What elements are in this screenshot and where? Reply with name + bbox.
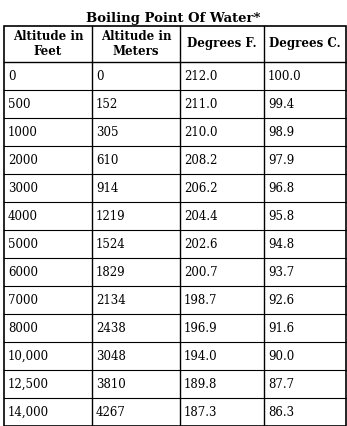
Text: 198.7: 198.7 xyxy=(184,294,218,306)
Text: 1829: 1829 xyxy=(96,265,126,279)
Text: 1524: 1524 xyxy=(96,238,126,250)
Text: 8000: 8000 xyxy=(8,322,38,334)
Text: Altitude in
Meters: Altitude in Meters xyxy=(101,30,171,58)
Text: 3048: 3048 xyxy=(96,349,126,363)
Text: 12,500: 12,500 xyxy=(8,377,49,391)
Text: 1000: 1000 xyxy=(8,126,38,138)
Text: 305: 305 xyxy=(96,126,118,138)
Text: Altitude in
Feet: Altitude in Feet xyxy=(13,30,83,58)
Text: 95.8: 95.8 xyxy=(268,210,294,222)
Text: 189.8: 189.8 xyxy=(184,377,217,391)
Text: 206.2: 206.2 xyxy=(184,181,218,195)
Text: 99.4: 99.4 xyxy=(268,98,294,110)
Text: 152: 152 xyxy=(96,98,118,110)
Text: 2000: 2000 xyxy=(8,153,38,167)
Text: 93.7: 93.7 xyxy=(268,265,294,279)
Text: 210.0: 210.0 xyxy=(184,126,218,138)
Text: 7000: 7000 xyxy=(8,294,38,306)
Text: 5000: 5000 xyxy=(8,238,38,250)
Text: 86.3: 86.3 xyxy=(268,406,294,418)
Text: 97.9: 97.9 xyxy=(268,153,294,167)
Text: 194.0: 194.0 xyxy=(184,349,218,363)
Text: 4000: 4000 xyxy=(8,210,38,222)
Text: 10,000: 10,000 xyxy=(8,349,49,363)
Text: Boiling Point Of Water*: Boiling Point Of Water* xyxy=(86,12,261,25)
Text: 90.0: 90.0 xyxy=(268,349,294,363)
Text: 3810: 3810 xyxy=(96,377,126,391)
Text: Degrees F.: Degrees F. xyxy=(187,37,257,51)
Text: 92.6: 92.6 xyxy=(268,294,294,306)
Text: 208.2: 208.2 xyxy=(184,153,217,167)
Text: 610: 610 xyxy=(96,153,118,167)
Text: 3000: 3000 xyxy=(8,181,38,195)
Text: 196.9: 196.9 xyxy=(184,322,218,334)
Text: 2134: 2134 xyxy=(96,294,126,306)
Text: 204.4: 204.4 xyxy=(184,210,218,222)
Text: 98.9: 98.9 xyxy=(268,126,294,138)
Text: 0: 0 xyxy=(96,69,103,83)
Text: 187.3: 187.3 xyxy=(184,406,218,418)
Text: Degrees C.: Degrees C. xyxy=(269,37,341,51)
Text: 914: 914 xyxy=(96,181,118,195)
Text: 87.7: 87.7 xyxy=(268,377,294,391)
Text: 91.6: 91.6 xyxy=(268,322,294,334)
Text: 6000: 6000 xyxy=(8,265,38,279)
Text: 0: 0 xyxy=(8,69,16,83)
Text: 202.6: 202.6 xyxy=(184,238,218,250)
Text: 14,000: 14,000 xyxy=(8,406,49,418)
Text: 100.0: 100.0 xyxy=(268,69,302,83)
Text: 500: 500 xyxy=(8,98,31,110)
Text: 96.8: 96.8 xyxy=(268,181,294,195)
Text: 211.0: 211.0 xyxy=(184,98,217,110)
Text: 2438: 2438 xyxy=(96,322,126,334)
Text: 1219: 1219 xyxy=(96,210,126,222)
Text: 4267: 4267 xyxy=(96,406,126,418)
Text: 94.8: 94.8 xyxy=(268,238,294,250)
Text: 212.0: 212.0 xyxy=(184,69,217,83)
Text: 200.7: 200.7 xyxy=(184,265,218,279)
